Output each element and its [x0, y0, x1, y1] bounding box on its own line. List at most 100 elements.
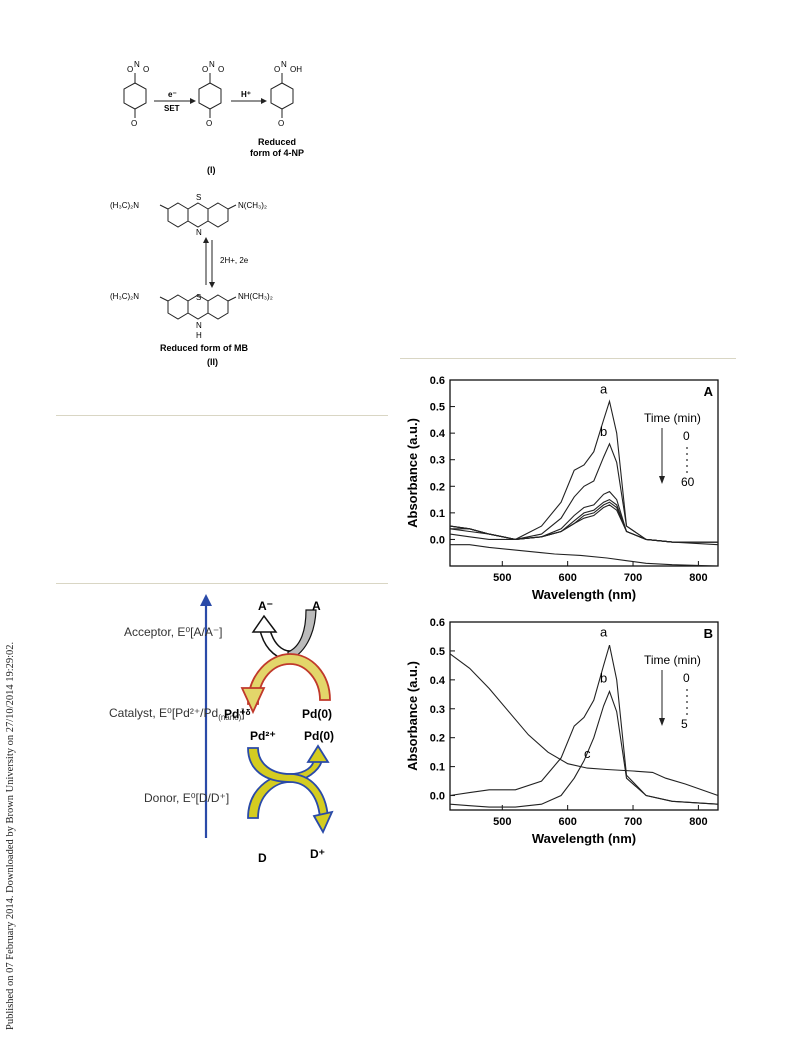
svg-text:O: O: [127, 65, 133, 74]
svg-text:S: S: [196, 293, 201, 302]
step1-top-label: e⁻: [168, 90, 177, 99]
y-tick-label: 0.4: [430, 428, 446, 440]
panel-label: B: [704, 626, 713, 641]
y-tick-label: 0.0: [430, 534, 445, 546]
equilibrium-label: 2H+, 2e: [220, 256, 249, 265]
time-annotation: Time (min): [644, 653, 701, 667]
reduced-mb-label: Reduced form of MB: [160, 343, 249, 353]
y-tick-label: 0.3: [430, 704, 445, 716]
svg-text:N: N: [134, 60, 140, 69]
upper-grey-arrow: [287, 609, 317, 661]
time-dot: [686, 465, 688, 467]
mb-left-group: (H₃C)₂N: [110, 201, 139, 210]
publication-note: Published on 07 February 2014. Downloade…: [5, 641, 16, 1030]
svg-text:OH: OH: [290, 65, 302, 74]
pd-plus-label: Pd⁺ᵟ: [224, 707, 251, 721]
mb-reduced-right-group: NH(CH₃)₂: [238, 292, 273, 301]
svg-text:N: N: [196, 321, 202, 330]
product-label-2: form of 4-NP: [250, 148, 304, 158]
time-dot: [686, 707, 688, 709]
x-tick-label: 700: [624, 572, 642, 584]
curve-label-a: a: [600, 381, 608, 396]
time-annotation: Time (min): [644, 411, 701, 425]
y-axis-label: Absorbance (a.u.): [405, 418, 420, 528]
pd2plus-label: Pd²⁺: [250, 729, 276, 743]
y-tick-label: 0.1: [430, 508, 445, 520]
divider-2: [56, 415, 388, 416]
x-tick-label: 600: [558, 572, 576, 584]
series-line-5: [450, 504, 718, 543]
divider-3: [56, 583, 388, 584]
chart-panel-b: 0.0 0.1 0.2 0.3 0.4 0.5 0.6 500 600 700 800 Wavelen…: [405, 617, 719, 846]
x-tick-label: 500: [493, 572, 511, 584]
catalyst-red-arrow: [247, 653, 331, 705]
y-tick-label: 0.5: [430, 402, 445, 414]
time-dot: [686, 695, 688, 697]
product-label-1: Reduced: [258, 137, 296, 147]
reaction-scheme: O N O O O N O O O N OH O e⁻ SET H⁺ Reduc…: [110, 60, 304, 367]
time-dot: [686, 453, 688, 455]
svg-text:H: H: [196, 331, 202, 340]
a-label: A: [312, 599, 321, 613]
time-dot: [686, 459, 688, 461]
y-tick-label: 0.6: [430, 375, 445, 387]
time-arrowhead: [659, 476, 665, 484]
mb-right-group: N(CH₃)₂: [238, 201, 267, 210]
y-tick-label: 0.2: [430, 481, 445, 493]
svg-text:N: N: [196, 228, 202, 237]
y-tick-label: 0.4: [430, 675, 446, 687]
d-label: D: [258, 851, 267, 865]
series-line-b: [449, 442, 718, 543]
time-dot: [686, 447, 688, 449]
x-tick-label: 500: [493, 816, 511, 828]
y-tick-label: 0.1: [430, 762, 445, 774]
x-tick-label: 800: [689, 572, 707, 584]
y-tick-label: 0.0: [430, 791, 445, 803]
time-dot: [686, 701, 688, 703]
d-plus-label: D⁺: [310, 847, 325, 861]
svg-text:O: O: [202, 65, 208, 74]
series-line-b: [449, 689, 719, 808]
energy-diagram: Acceptor, E⁰[A/A⁻] Catalyst, E⁰[Pd²⁺/Pd(…: [109, 594, 334, 865]
svg-text:O: O: [131, 119, 137, 128]
curve-label-c: c: [584, 746, 591, 761]
catalyst-label: Catalyst, E⁰[Pd²⁺/Pd(nano)]: [109, 706, 245, 722]
chart-panel-a: 0.0 0.1 0.2 0.3 0.4 0.5 0.6 500 600 700 800 Wavelen…: [405, 375, 719, 602]
svg-text:O: O: [143, 65, 149, 74]
mb-reduced-left-group: (H₃C)₂N: [110, 292, 139, 301]
y-tick-label: 0.2: [430, 733, 445, 745]
x-tick-label: 600: [558, 816, 576, 828]
time-dot: [686, 713, 688, 715]
svg-text:S: S: [196, 193, 201, 202]
panel-label: A: [704, 384, 714, 399]
time-end: 5: [681, 717, 688, 731]
svg-text:N: N: [281, 60, 287, 69]
time-arrowhead: [659, 718, 665, 726]
scheme-label-II: (II): [207, 357, 218, 367]
x-tick-label: 700: [624, 816, 642, 828]
svg-text:O: O: [274, 65, 280, 74]
svg-text:O: O: [278, 119, 284, 128]
pd0-top-label: Pd(0): [302, 707, 332, 721]
series-line-c: [449, 653, 719, 797]
energy-axis-arrowhead: [200, 594, 212, 606]
time-end: 60: [681, 475, 695, 489]
y-tick-label: 0.5: [430, 646, 445, 658]
x-tick-label: 800: [689, 816, 707, 828]
series-line-3: [449, 498, 718, 543]
curve-label-a: a: [600, 624, 608, 639]
scheme-label-I: (I): [207, 165, 216, 175]
x-axis-label: Wavelength (nm): [532, 831, 636, 846]
plot-frame: [449, 379, 719, 567]
series-line-a: [449, 644, 719, 805]
x-axis-label: Wavelength (nm): [532, 587, 636, 602]
plot-frame: [449, 621, 719, 811]
curve-label-b: b: [600, 671, 607, 686]
svg-text:O: O: [218, 65, 224, 74]
step2-top-label: H⁺: [241, 90, 251, 99]
series-line-6: [450, 544, 719, 567]
time-dot: [686, 689, 688, 691]
divider-1: [400, 358, 736, 359]
y-tick-label: 0.3: [430, 455, 445, 467]
a-minus-label: A⁻: [258, 599, 273, 613]
